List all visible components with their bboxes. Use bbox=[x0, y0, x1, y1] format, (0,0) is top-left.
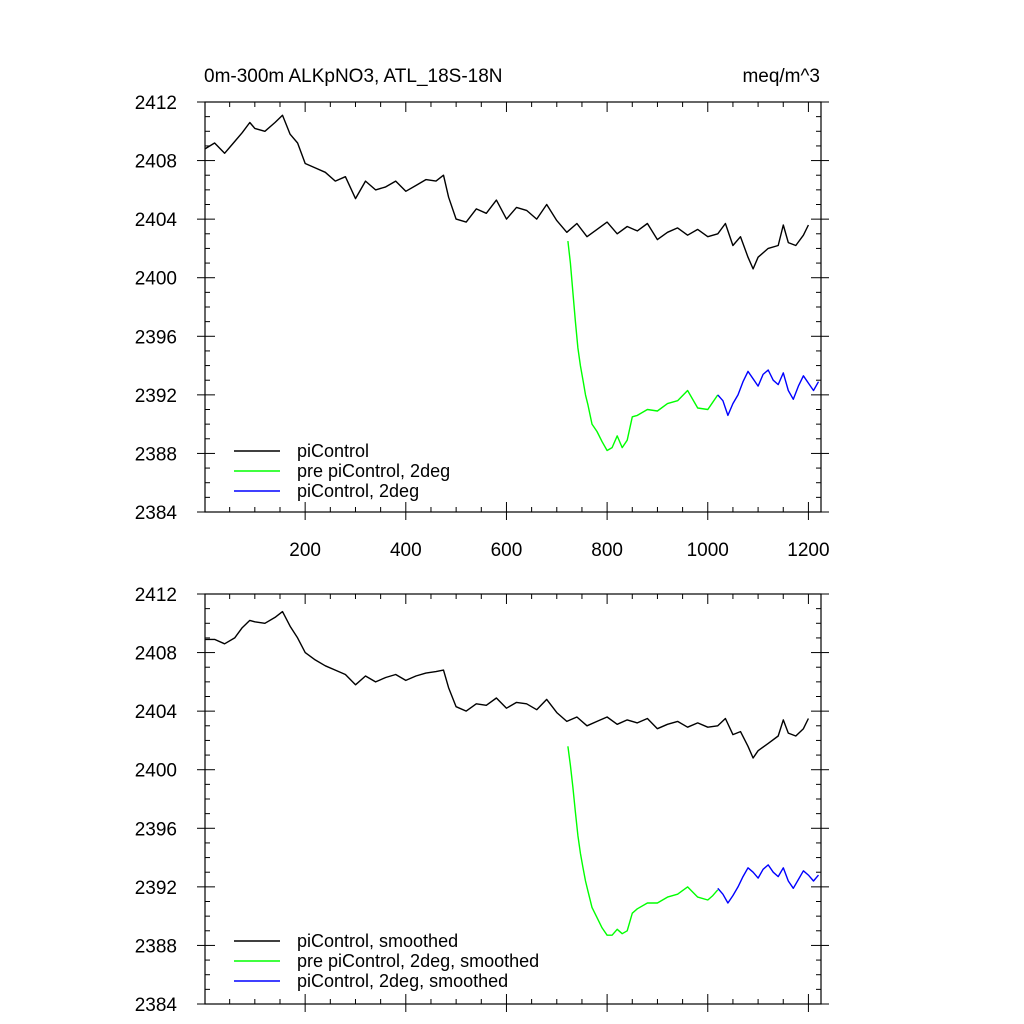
y-tick-label: 2400 bbox=[135, 761, 177, 782]
legend-label: piControl, 2deg bbox=[297, 481, 419, 501]
chart-title: 0m-300m ALKpNO3, ATL_18S-18N bbox=[204, 66, 503, 87]
y-tick-label: 2392 bbox=[135, 878, 177, 899]
y-tick-label: 2392 bbox=[135, 386, 177, 407]
y-tick-label: 2400 bbox=[135, 269, 177, 290]
x-tick-label: 400 bbox=[390, 540, 422, 561]
y-tick-label: 2412 bbox=[135, 93, 177, 114]
x-tick-label: 1000 bbox=[687, 540, 729, 561]
y-tick-label: 2412 bbox=[135, 585, 177, 606]
y-tick-label: 2408 bbox=[135, 644, 177, 665]
x-tick-label: 200 bbox=[289, 540, 321, 561]
series-line-3 bbox=[717, 864, 820, 904]
y-tick-label: 2404 bbox=[135, 702, 178, 723]
series-line-1 bbox=[204, 114, 810, 270]
chart-panel-bottom: 2384 2388 2392 2396 2400 2404 2408 2412 piContro… bbox=[135, 585, 829, 1016]
y-tick-label: 2384 bbox=[135, 503, 178, 524]
legend-label: pre piControl, 2deg, smoothed bbox=[297, 951, 539, 971]
y-tick-label: 2384 bbox=[135, 995, 178, 1016]
y-tick-label: 2396 bbox=[135, 819, 177, 840]
series-line-3 bbox=[717, 369, 820, 417]
units-label: meq/m^3 bbox=[742, 66, 820, 87]
legend-label: piControl, 2deg, smoothed bbox=[297, 971, 508, 991]
legend-label: piControl, smoothed bbox=[297, 931, 458, 951]
x-tick-label: 800 bbox=[591, 540, 623, 561]
series-line-2 bbox=[567, 241, 719, 452]
series-line-1 bbox=[205, 610, 810, 759]
x-tick-label: 600 bbox=[491, 540, 523, 561]
y-tick-label: 2388 bbox=[135, 444, 177, 465]
legend-label: piControl bbox=[297, 441, 369, 461]
y-tick-label: 2404 bbox=[135, 210, 178, 231]
y-tick-label: 2408 bbox=[135, 152, 177, 173]
x-tick-label: 1200 bbox=[787, 540, 829, 561]
y-tick-label: 2388 bbox=[135, 936, 177, 957]
series-line-2 bbox=[567, 746, 719, 936]
y-tick-label: 2396 bbox=[135, 327, 177, 348]
legend-label: pre piControl, 2deg bbox=[297, 461, 450, 481]
chart-panel-top: 200 400 600 800 1000 1200 2384 2388 2392 2396 2400… bbox=[135, 93, 830, 561]
